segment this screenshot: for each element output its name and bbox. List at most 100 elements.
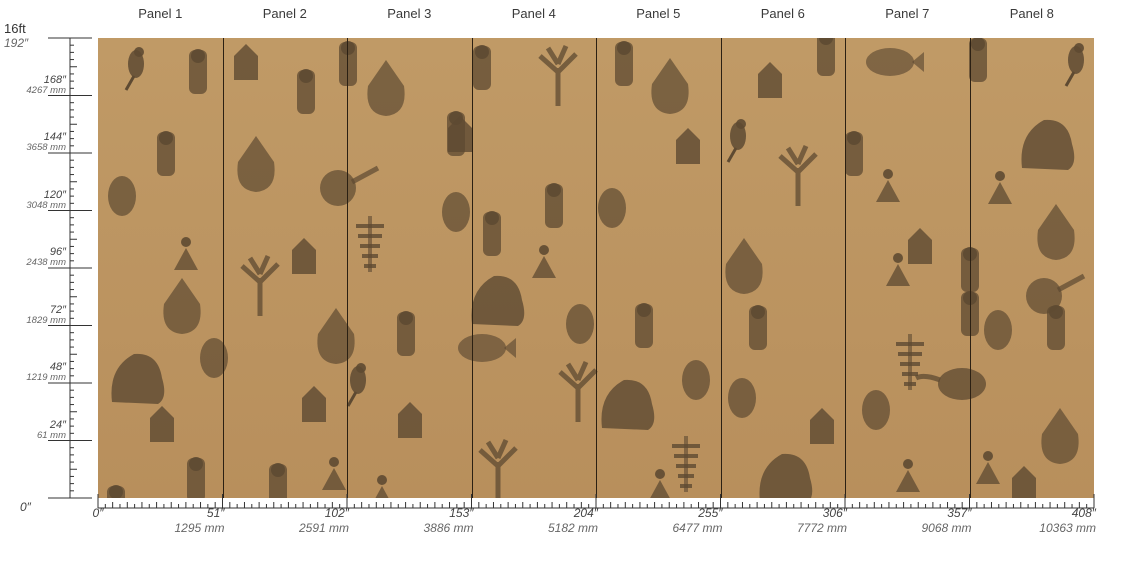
gorilla-icon xyxy=(1021,119,1075,170)
hut-icon xyxy=(302,386,326,422)
idol-icon xyxy=(397,311,415,356)
hut-icon xyxy=(398,402,422,438)
gorilla-icon xyxy=(111,353,165,404)
panel-seam xyxy=(845,38,846,498)
panel-seam xyxy=(347,38,348,498)
mask-icon xyxy=(598,188,626,228)
x-axis-label: 0″ xyxy=(93,506,104,520)
y-mm: 1829 mm xyxy=(26,314,66,326)
y-mm: 3658 mm xyxy=(26,142,66,153)
x-mm: 1295 mm xyxy=(174,521,225,535)
idol-icon xyxy=(969,38,987,82)
basket-icon xyxy=(725,238,763,294)
mask-icon xyxy=(728,378,756,418)
hut-icon xyxy=(676,128,700,164)
y-mm: 1219 mm xyxy=(26,372,66,383)
basket-icon xyxy=(1037,204,1075,260)
panel-label-5: Panel 5 xyxy=(636,6,681,21)
panel-label-4: Panel 4 xyxy=(511,6,556,21)
basket-icon xyxy=(237,136,275,192)
mask-icon xyxy=(862,390,890,430)
tree-icon xyxy=(538,44,578,106)
dancer-icon xyxy=(375,475,389,498)
x-mm: 7772 mm xyxy=(796,521,847,535)
panel-label-6: Panel 6 xyxy=(760,6,805,21)
hut-icon xyxy=(810,408,834,444)
panel-seam xyxy=(596,38,597,498)
dancer-icon xyxy=(896,459,920,492)
gorilla-icon xyxy=(471,275,525,326)
height-top-label: 16ft 192″ xyxy=(4,22,28,50)
gorilla-icon xyxy=(759,453,813,498)
dancer-icon xyxy=(976,451,1000,484)
y-axis-label: 48″ 1219 mm xyxy=(0,362,66,383)
x-inches: 255″ xyxy=(698,506,723,520)
basket-icon xyxy=(163,278,201,334)
x-mm: 9068 mm xyxy=(921,521,972,535)
idol-icon xyxy=(187,457,205,498)
x-mm: 6477 mm xyxy=(672,521,723,535)
idol-icon xyxy=(845,131,863,176)
x-mm: 5182 mm xyxy=(547,521,598,535)
idol-icon xyxy=(269,463,287,498)
idol-icon xyxy=(473,45,491,90)
y-axis-label: 120″ 3048 mm xyxy=(0,189,66,211)
mask-icon xyxy=(566,304,594,344)
x-inches: 0″ xyxy=(92,506,104,520)
y-inches: 48″ xyxy=(49,361,66,373)
x-inches: 153″ xyxy=(449,506,474,520)
x-inches: 51″ xyxy=(206,506,225,520)
x-inches: 306″ xyxy=(822,506,847,520)
y-inches: 24″ xyxy=(49,418,66,431)
x-axis-label: 51″ 1295 mm xyxy=(174,506,224,535)
dancer-icon xyxy=(876,169,900,202)
panel-seam xyxy=(969,38,971,498)
idol-icon xyxy=(483,211,501,256)
y-axis-label: 144″ 3658 mm xyxy=(0,132,66,153)
idol-icon xyxy=(635,303,653,348)
y-zero-label: 0″ xyxy=(20,500,31,514)
x-inches: 102″ xyxy=(324,506,349,520)
mask-icon xyxy=(200,338,228,378)
tree-icon xyxy=(778,144,818,206)
mask-icon xyxy=(682,360,710,400)
x-inches: 408″ xyxy=(1071,506,1096,520)
height-inches: 192″ xyxy=(4,36,29,50)
motif-layer xyxy=(107,38,1086,498)
idol-icon xyxy=(107,485,125,498)
mask-icon xyxy=(442,192,470,232)
dancer-icon xyxy=(532,245,556,278)
hut-icon xyxy=(448,116,472,152)
idol-icon xyxy=(157,131,175,176)
x-axis-label: 408″ 10363 mm xyxy=(1039,506,1096,535)
x-inches: 204″ xyxy=(573,506,598,520)
x-axis-label: 204″ 5182 mm xyxy=(548,506,598,535)
x-axis-label: 102″ 2591 mm xyxy=(299,506,349,535)
dancer-icon xyxy=(650,469,670,498)
hut-icon xyxy=(150,406,174,442)
idol-icon xyxy=(817,38,835,76)
panel-label-1: Panel 1 xyxy=(138,6,183,21)
tree-icon xyxy=(558,360,598,422)
x-mm: 2591 mm xyxy=(298,521,349,535)
x-mm: 3886 mm xyxy=(423,521,474,535)
pagoda-icon xyxy=(672,436,700,492)
parrot-icon xyxy=(726,119,746,163)
x-axis-label: 306″ 7772 mm xyxy=(797,506,847,535)
hut-icon xyxy=(1012,466,1036,498)
y-mm: 3048 mm xyxy=(26,199,66,211)
parrot-icon xyxy=(124,47,144,91)
hut-icon xyxy=(908,228,932,264)
pagoda-icon xyxy=(356,216,384,272)
y-axis-label: 96″ 2438 mm xyxy=(0,247,66,268)
tree-icon xyxy=(478,438,518,498)
y-mm: 2438 mm xyxy=(26,257,66,268)
x-axis-label: 153″ 3886 mm xyxy=(423,506,473,535)
fish-icon xyxy=(866,48,924,76)
y-axis-label: 72″ 1829 mm xyxy=(0,304,66,326)
parrot-icon xyxy=(1064,43,1084,87)
panel-seam xyxy=(222,38,224,498)
hut-icon xyxy=(292,238,316,274)
basket-icon xyxy=(651,58,689,114)
